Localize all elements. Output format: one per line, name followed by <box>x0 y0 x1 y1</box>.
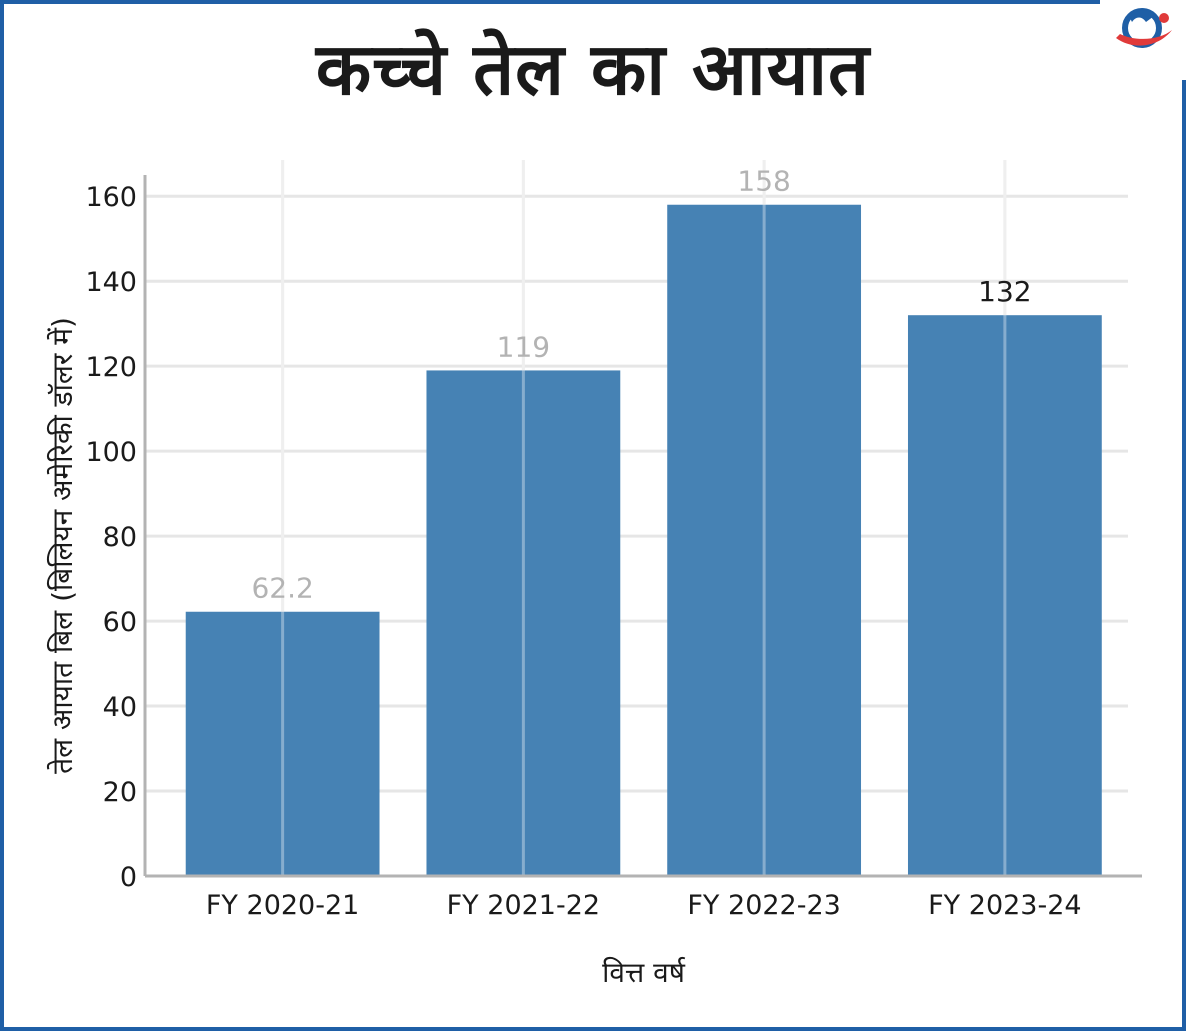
y-tick-label: 120 <box>85 352 137 383</box>
vertical-gridlines <box>281 160 1007 876</box>
bar <box>907 315 1102 876</box>
frame-border-bottom <box>0 1027 1186 1031</box>
y-tick-label: 60 <box>103 607 137 638</box>
data-label: 132 <box>978 275 1031 308</box>
y-tick-label: 0 <box>120 862 137 893</box>
x-tick-label: FY 2023-24 <box>928 890 1081 921</box>
y-tick-label: 160 <box>85 182 137 213</box>
data-label: 119 <box>497 330 550 363</box>
x-tick-label: FY 2021-22 <box>447 890 600 921</box>
y-tick-label: 40 <box>103 692 137 723</box>
x-tick-label: FY 2020-21 <box>206 890 359 921</box>
y-axis-title: तेल आयात बिल (बिलियन अमेरिकी डॉलर में) <box>46 317 79 774</box>
labels: 0 20 40 60 80 100 120 140 160 FY 2020-21 FY 2021-2… <box>85 165 1081 921</box>
frame-border-right <box>1182 80 1186 1031</box>
y-tick-label: 140 <box>85 267 137 298</box>
data-label: 158 <box>737 165 790 198</box>
bar <box>426 370 621 876</box>
bars <box>185 204 1102 877</box>
axes <box>143 175 1142 878</box>
frame-border-left <box>0 0 4 1031</box>
bar <box>667 204 862 877</box>
chart-title: कच्चे तेल का आयात <box>315 27 871 111</box>
x-tick-label: FY 2022-23 <box>687 890 840 921</box>
y-tick-label: 80 <box>103 522 137 553</box>
globe-swoosh-logo-icon <box>1110 4 1178 58</box>
frame-border-top <box>0 0 1100 4</box>
x-axis-title: वित्त वर्ष <box>602 956 686 989</box>
data-label: 62.2 <box>251 572 313 605</box>
y-tick-label: 20 <box>103 777 137 808</box>
bar <box>185 611 380 876</box>
y-tick-label: 100 <box>85 437 137 468</box>
